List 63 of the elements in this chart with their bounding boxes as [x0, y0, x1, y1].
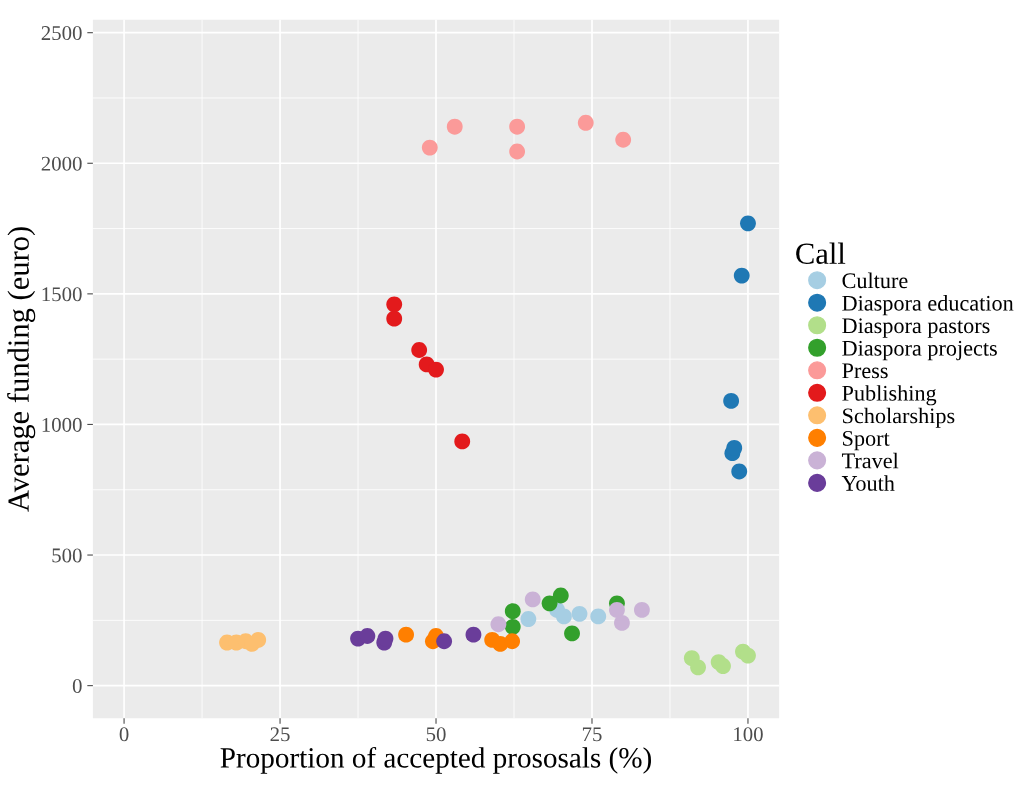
- point: [731, 463, 748, 480]
- x-axis-title: Proportion of accepted prososals (%): [220, 746, 651, 774]
- legend-label: Culture: [842, 272, 908, 289]
- x-tick-label: 25: [270, 727, 290, 742]
- point: [571, 605, 588, 622]
- y-axis-title: Average funding (euro): [7, 227, 36, 512]
- point: [465, 626, 482, 643]
- x-tick-label: 100: [734, 727, 763, 742]
- point: [609, 601, 625, 618]
- point: [590, 608, 607, 625]
- legend-title: Call: [796, 242, 846, 265]
- point: [541, 595, 558, 612]
- point: [690, 659, 706, 676]
- point: [428, 361, 444, 378]
- point: [398, 626, 414, 643]
- y-tick-label: 0: [72, 679, 82, 694]
- y-tick-label: 500: [52, 548, 82, 563]
- point: [520, 611, 537, 627]
- point: [564, 625, 580, 642]
- legend-label: Scholarships: [843, 407, 955, 428]
- y-tick-label: 1000: [42, 417, 82, 432]
- point: [509, 143, 526, 160]
- point: [733, 267, 750, 284]
- legend-label: Travel: [841, 452, 899, 469]
- y-tick-label: 2000: [41, 156, 82, 171]
- y-tick-label: 1500: [42, 287, 82, 302]
- point: [446, 118, 463, 135]
- point: [577, 114, 594, 131]
- x-tick-label: 75: [582, 727, 602, 742]
- legend-label: Publishing: [842, 385, 937, 406]
- point: [386, 296, 403, 313]
- legend-label: Sport: [843, 430, 890, 451]
- legend-label: Diaspora education: [842, 295, 1014, 316]
- point: [740, 647, 756, 664]
- point: [504, 633, 521, 650]
- point: [421, 139, 438, 156]
- legend-label: Youth: [841, 475, 895, 491]
- point: [411, 342, 428, 358]
- point: [436, 633, 453, 650]
- point: [740, 215, 756, 232]
- point: [454, 433, 471, 450]
- legend-label: Diaspora pastors: [842, 318, 990, 338]
- y-tick-label: 2500: [41, 26, 82, 41]
- point: [504, 618, 521, 635]
- point: [509, 118, 526, 135]
- point: [250, 632, 267, 648]
- point: [614, 615, 630, 631]
- point: [615, 131, 632, 148]
- point: [386, 310, 403, 327]
- point: [552, 587, 569, 604]
- point: [524, 591, 541, 608]
- point: [490, 616, 507, 633]
- point: [723, 393, 740, 409]
- point: [726, 440, 743, 456]
- point: [715, 658, 731, 674]
- legend-label: Diaspora projects: [842, 340, 997, 361]
- point: [633, 601, 650, 618]
- legend-label: Press: [842, 363, 888, 379]
- point: [556, 608, 572, 625]
- point: [504, 603, 521, 620]
- x-tick-label: 50: [426, 727, 446, 742]
- point: [359, 628, 376, 644]
- x-tick-label: 0: [119, 727, 129, 742]
